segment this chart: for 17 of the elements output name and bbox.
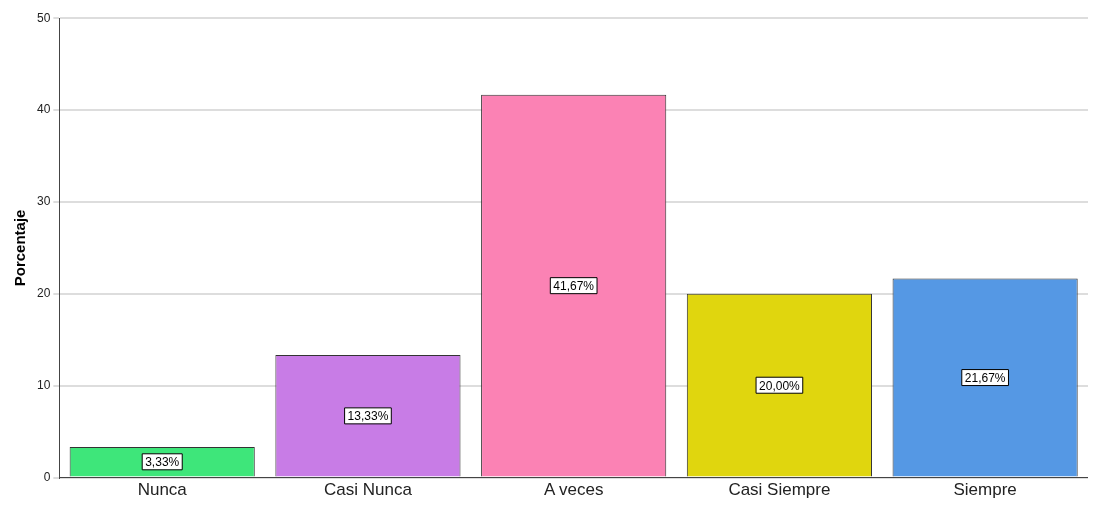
y-tick-label: 40 (36, 102, 51, 117)
y-tick-label: 0 (43, 469, 51, 484)
y-axis-title: Porcentaje (11, 209, 29, 287)
data-label: 41,67% (553, 278, 595, 293)
y-tick-label: 20 (36, 286, 51, 301)
x-tick-label: A veces (543, 480, 604, 500)
x-tick-label: Casi Nunca (324, 480, 413, 500)
data-label: 20,00% (759, 378, 801, 393)
y-tick-label: 50 (36, 10, 51, 25)
y-tick-label: 30 (36, 194, 51, 209)
y-tick-label: 10 (36, 378, 51, 393)
x-tick-label: Nunca (137, 480, 188, 500)
data-label: 3,33% (145, 455, 180, 470)
data-label: 21,67% (964, 370, 1006, 385)
x-tick-label: Siempre (953, 480, 1017, 500)
data-label: 13,33% (347, 409, 389, 424)
x-tick-label: Casi Siempre (728, 480, 831, 500)
